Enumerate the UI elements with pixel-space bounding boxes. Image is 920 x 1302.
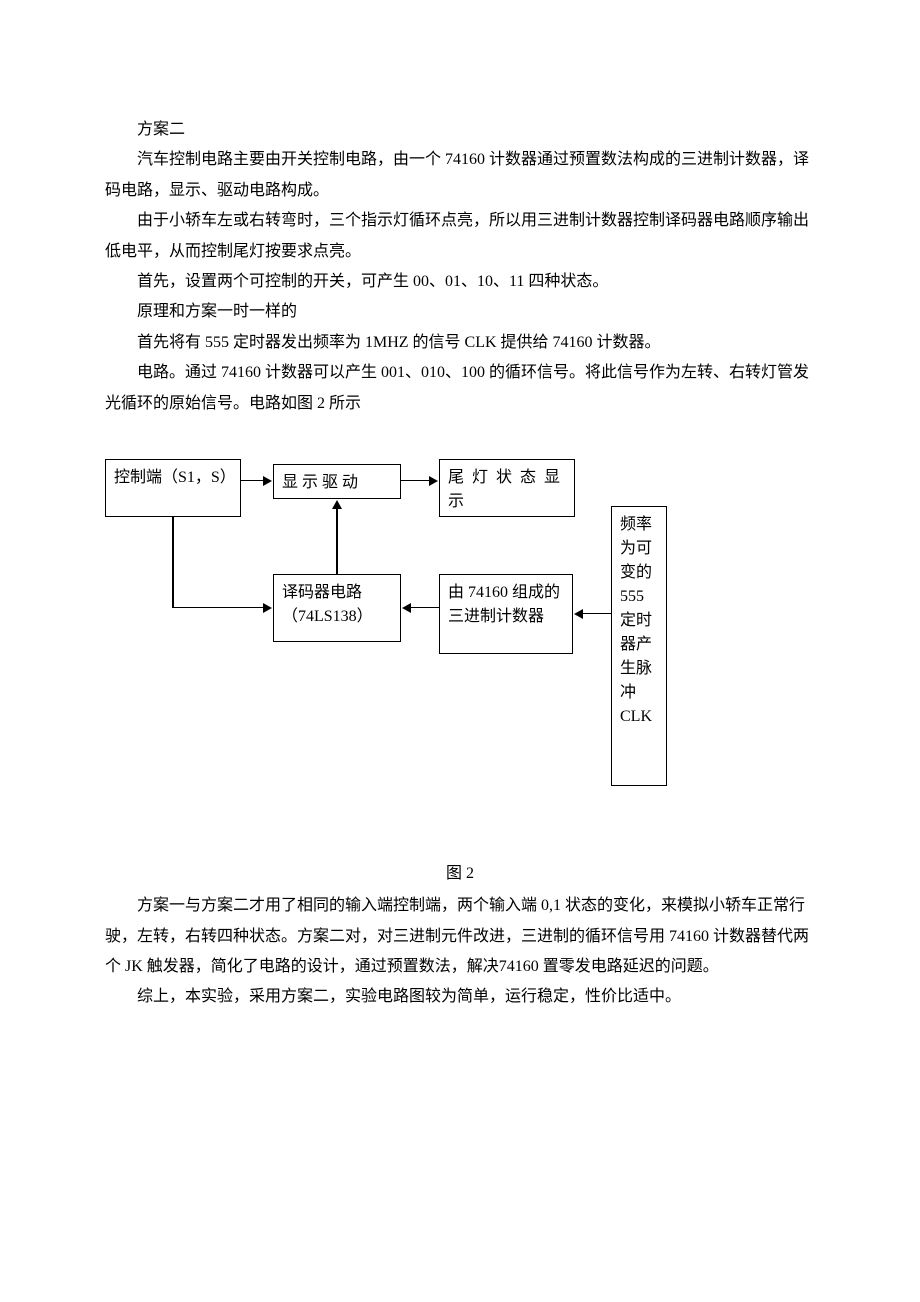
paragraph: 方案一与方案二才用了相同的输入端控制端，两个输入端 0,1 状态的变化，来模拟小…	[105, 891, 815, 982]
arrow-head-icon	[574, 609, 583, 619]
node-tail-light: 尾 灯 状 态 显示	[439, 459, 575, 517]
node-counter: 由 74160 组成的三进制计数器	[439, 574, 573, 654]
edge-line	[582, 613, 611, 615]
arrow-head-icon	[402, 603, 411, 613]
edge-line	[410, 607, 439, 609]
paragraph: 汽车控制电路主要由开关控制电路，由一个 74160 计数器通过预置数法构成的三进…	[105, 145, 815, 206]
paragraph-heading: 方案二	[105, 115, 815, 145]
paragraph: 电路。通过 74160 计数器可以产生 001、010、100 的循环信号。将此…	[105, 358, 815, 419]
arrow-head-icon	[429, 476, 438, 486]
arrow-head-icon	[263, 476, 272, 486]
paragraph: 原理和方案一时一样的	[105, 297, 815, 327]
paragraph: 由于小轿车左或右转弯时，三个指示灯循环点亮，所以用三进制计数器控制译码器电路顺序…	[105, 206, 815, 267]
paragraph: 综上，本实验，采用方案二，实验电路图较为简单，运行稳定，性价比适中。	[105, 982, 815, 1012]
edge-line	[336, 508, 338, 574]
paragraph: 首先，设置两个可控制的开关，可产生 00、01、10、11 四种状态。	[105, 267, 815, 297]
node-display-drive: 显示驱动	[273, 464, 401, 499]
arrow-head-icon	[263, 603, 272, 613]
edge-line	[172, 607, 265, 609]
edge-line	[241, 480, 265, 482]
edge-line	[401, 480, 431, 482]
figure-caption: 图 2	[105, 859, 815, 889]
edge-line	[172, 517, 174, 608]
node-control: 控制端（S1，S）	[105, 459, 241, 517]
arrow-head-icon	[332, 500, 342, 509]
node-decoder: 译码器电路（74LS138）	[273, 574, 401, 642]
node-timer: 频率为可变的 555 定时器产生脉冲CLK	[611, 506, 667, 786]
flowchart-diagram: 控制端（S1，S） 显示驱动 尾 灯 状 态 显示 译码器电路（74LS138）…	[105, 459, 815, 819]
paragraph: 首先将有 555 定时器发出频率为 1MHZ 的信号 CLK 提供给 74160…	[105, 328, 815, 358]
